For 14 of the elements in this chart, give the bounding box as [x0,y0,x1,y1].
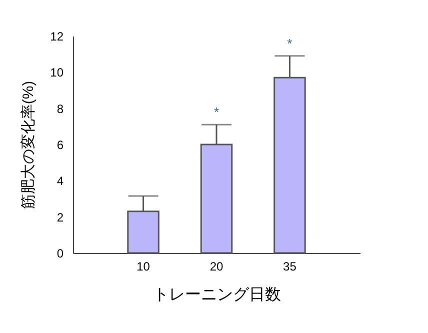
y-tick-label: 12 [50,30,64,44]
y-tick-label: 4 [56,174,64,188]
x-tick-label: 35 [283,260,297,274]
y-tick-label: 0 [56,246,64,260]
y-tick-label: 8 [56,102,64,116]
annotation: * [287,36,292,51]
annotation: * [214,104,220,120]
y-tick-label: 6 [56,138,64,152]
y-tick-label: 10 [50,66,64,80]
x-axis-title: トレーニング日数 [153,286,281,304]
x-tick-label: 20 [210,260,224,274]
y-tick-label: 2 [56,210,64,224]
x-tick-label: 10 [136,260,150,274]
y-axis-title: 筋肥大の変化率(%) [20,80,38,210]
